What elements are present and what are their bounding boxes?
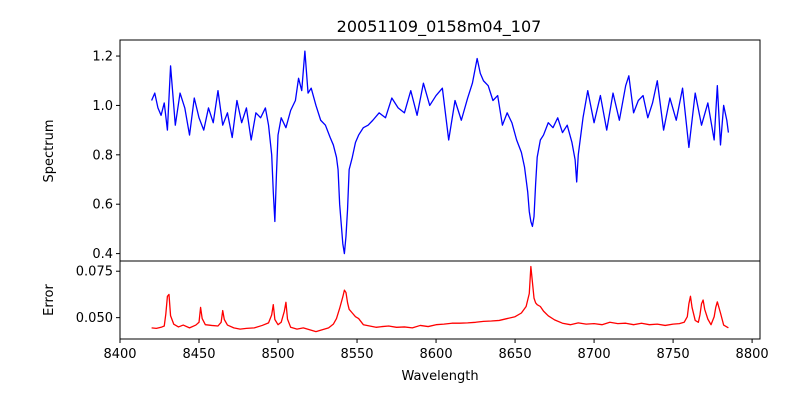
spectrum-plot-frame [119, 39, 761, 262]
x-tick-label: 8500 [261, 347, 294, 362]
error-panel: Error 0.050 0.075 8400 8450 8500 8550 8600 865… [42, 260, 769, 384]
spectrum-panel: 20051109_0158m04_107 Spectrum 0.4 0.6 0.8 1… [42, 17, 761, 262]
spectrum-series-line [151, 50, 730, 255]
error-y-axis-label: Error [42, 284, 57, 316]
x-tick-label: 8400 [103, 347, 136, 362]
error-series-line [151, 265, 729, 333]
error-x-ticks: 8400 8450 8500 8550 8600 8650 8700 8750 8800 [103, 339, 769, 362]
chart-title: 20051109_0158m04_107 [337, 17, 542, 37]
error-y-ticks: 0.050 0.075 [76, 265, 120, 326]
spectrum-y-tick-label: 0.6 [92, 198, 113, 213]
spectrum-y-tick-label: 0.4 [92, 247, 113, 262]
spectrum-y-ticks: 0.4 0.6 0.8 1.0 1.2 [92, 50, 120, 262]
spectrum-y-tick-label: 1.0 [92, 99, 113, 114]
x-tick-label: 8650 [499, 347, 532, 362]
error-y-tick-label: 0.075 [76, 265, 113, 280]
error-plot-frame [119, 260, 761, 340]
x-tick-label: 8800 [736, 347, 769, 362]
x-tick-label: 8450 [182, 347, 215, 362]
x-tick-label: 8550 [340, 347, 373, 362]
spectrum-y-tick-label: 0.8 [92, 148, 113, 163]
error-y-tick-label: 0.050 [76, 311, 113, 326]
spectrum-y-tick-label: 1.2 [92, 50, 113, 65]
x-tick-label: 8600 [420, 347, 453, 362]
x-tick-label: 8750 [657, 347, 690, 362]
x-axis-label: Wavelength [401, 369, 478, 384]
x-tick-label: 8700 [578, 347, 611, 362]
spectrum-y-axis-label: Spectrum [42, 120, 57, 183]
